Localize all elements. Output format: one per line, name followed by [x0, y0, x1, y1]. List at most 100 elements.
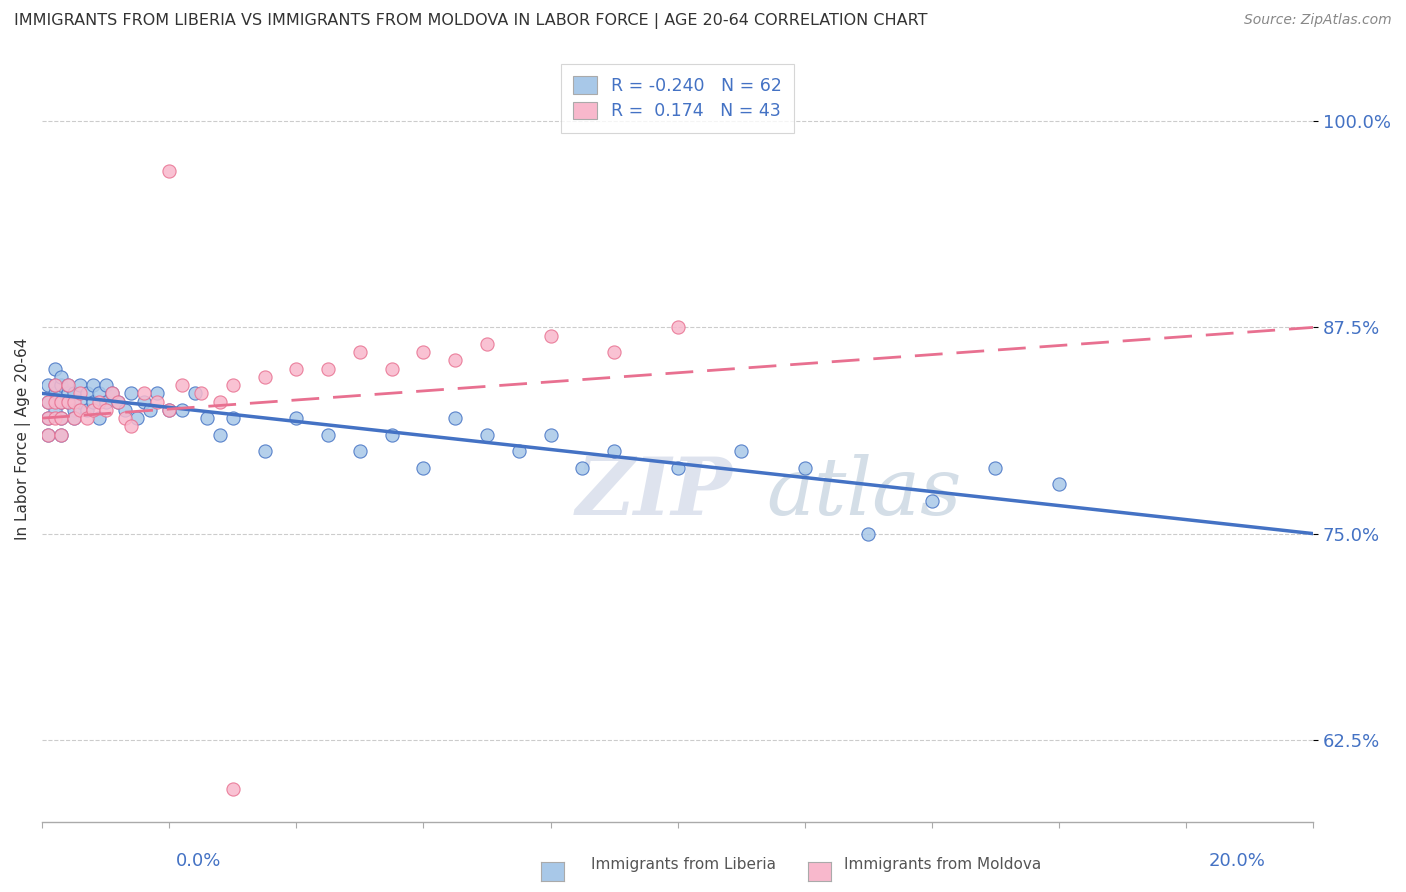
- Point: [183, 386, 205, 401]
- Point: [82, 394, 104, 409]
- Point: [56, 386, 79, 401]
- Point: [63, 403, 86, 417]
- Point: [63, 411, 86, 425]
- Text: IMMIGRANTS FROM LIBERIA VS IMMIGRANTS FROM MOLDOVA IN LABOR FORCE | AGE 20-64 CO: IMMIGRANTS FROM LIBERIA VS IMMIGRANTS FR…: [14, 13, 928, 29]
- Point: [56, 378, 79, 392]
- Point: [285, 411, 308, 425]
- Point: [253, 370, 276, 384]
- Point: [444, 411, 467, 425]
- Point: [69, 378, 91, 392]
- Point: [76, 386, 98, 401]
- Point: [69, 403, 91, 417]
- Point: [195, 411, 218, 425]
- Point: [540, 427, 562, 442]
- Point: [114, 411, 136, 425]
- Point: [381, 427, 404, 442]
- Point: [222, 782, 245, 797]
- Text: Immigrants from Liberia: Immigrants from Liberia: [591, 857, 776, 872]
- Point: [82, 403, 104, 417]
- Point: [145, 394, 167, 409]
- Point: [114, 403, 136, 417]
- Point: [107, 394, 129, 409]
- Point: [51, 427, 73, 442]
- Point: [349, 345, 371, 359]
- Point: [127, 411, 149, 425]
- Point: [412, 345, 434, 359]
- Point: [51, 411, 73, 425]
- Point: [157, 403, 180, 417]
- Point: [37, 378, 59, 392]
- Point: [145, 386, 167, 401]
- Point: [571, 460, 593, 475]
- Point: [56, 394, 79, 409]
- Text: atlas: atlas: [766, 454, 962, 532]
- Point: [82, 378, 104, 392]
- Point: [381, 361, 404, 376]
- Point: [132, 394, 155, 409]
- Point: [89, 394, 111, 409]
- Point: [44, 361, 66, 376]
- Legend: R = -0.240   N = 62, R =  0.174   N = 43: R = -0.240 N = 62, R = 0.174 N = 43: [561, 64, 794, 133]
- Point: [921, 493, 943, 508]
- Point: [101, 386, 124, 401]
- Point: [132, 386, 155, 401]
- Point: [190, 386, 212, 401]
- Point: [44, 411, 66, 425]
- Point: [94, 378, 117, 392]
- Point: [793, 460, 815, 475]
- Text: Immigrants from Moldova: Immigrants from Moldova: [844, 857, 1040, 872]
- Point: [101, 386, 124, 401]
- Point: [316, 361, 339, 376]
- Point: [94, 403, 117, 417]
- Point: [76, 403, 98, 417]
- Point: [37, 427, 59, 442]
- Point: [63, 394, 86, 409]
- Point: [44, 394, 66, 409]
- Text: ZIP: ZIP: [576, 454, 733, 532]
- Point: [44, 403, 66, 417]
- Point: [209, 394, 232, 409]
- Point: [69, 386, 91, 401]
- Y-axis label: In Labor Force | Age 20-64: In Labor Force | Age 20-64: [15, 337, 31, 540]
- Point: [508, 444, 530, 458]
- Point: [63, 386, 86, 401]
- Point: [69, 394, 91, 409]
- Point: [475, 337, 498, 351]
- Point: [666, 320, 689, 334]
- Point: [89, 411, 111, 425]
- Point: [222, 378, 245, 392]
- Point: [44, 378, 66, 392]
- Point: [63, 411, 86, 425]
- Point: [209, 427, 232, 442]
- Point: [37, 394, 59, 409]
- Text: 20.0%: 20.0%: [1209, 852, 1265, 870]
- Point: [37, 411, 59, 425]
- Point: [984, 460, 1007, 475]
- Point: [37, 427, 59, 442]
- Point: [120, 419, 142, 434]
- Point: [170, 403, 193, 417]
- Point: [858, 526, 880, 541]
- Point: [44, 386, 66, 401]
- Point: [44, 378, 66, 392]
- Point: [412, 460, 434, 475]
- Point: [139, 403, 162, 417]
- Point: [540, 328, 562, 343]
- Point: [51, 370, 73, 384]
- Point: [51, 394, 73, 409]
- Point: [666, 460, 689, 475]
- Point: [349, 444, 371, 458]
- Point: [253, 444, 276, 458]
- Point: [170, 378, 193, 392]
- Point: [603, 345, 626, 359]
- Point: [37, 394, 59, 409]
- Point: [51, 378, 73, 392]
- Text: 0.0%: 0.0%: [176, 852, 221, 870]
- Point: [56, 378, 79, 392]
- Point: [94, 394, 117, 409]
- Point: [37, 411, 59, 425]
- Point: [730, 444, 752, 458]
- Point: [1047, 477, 1070, 491]
- Point: [157, 403, 180, 417]
- Point: [76, 411, 98, 425]
